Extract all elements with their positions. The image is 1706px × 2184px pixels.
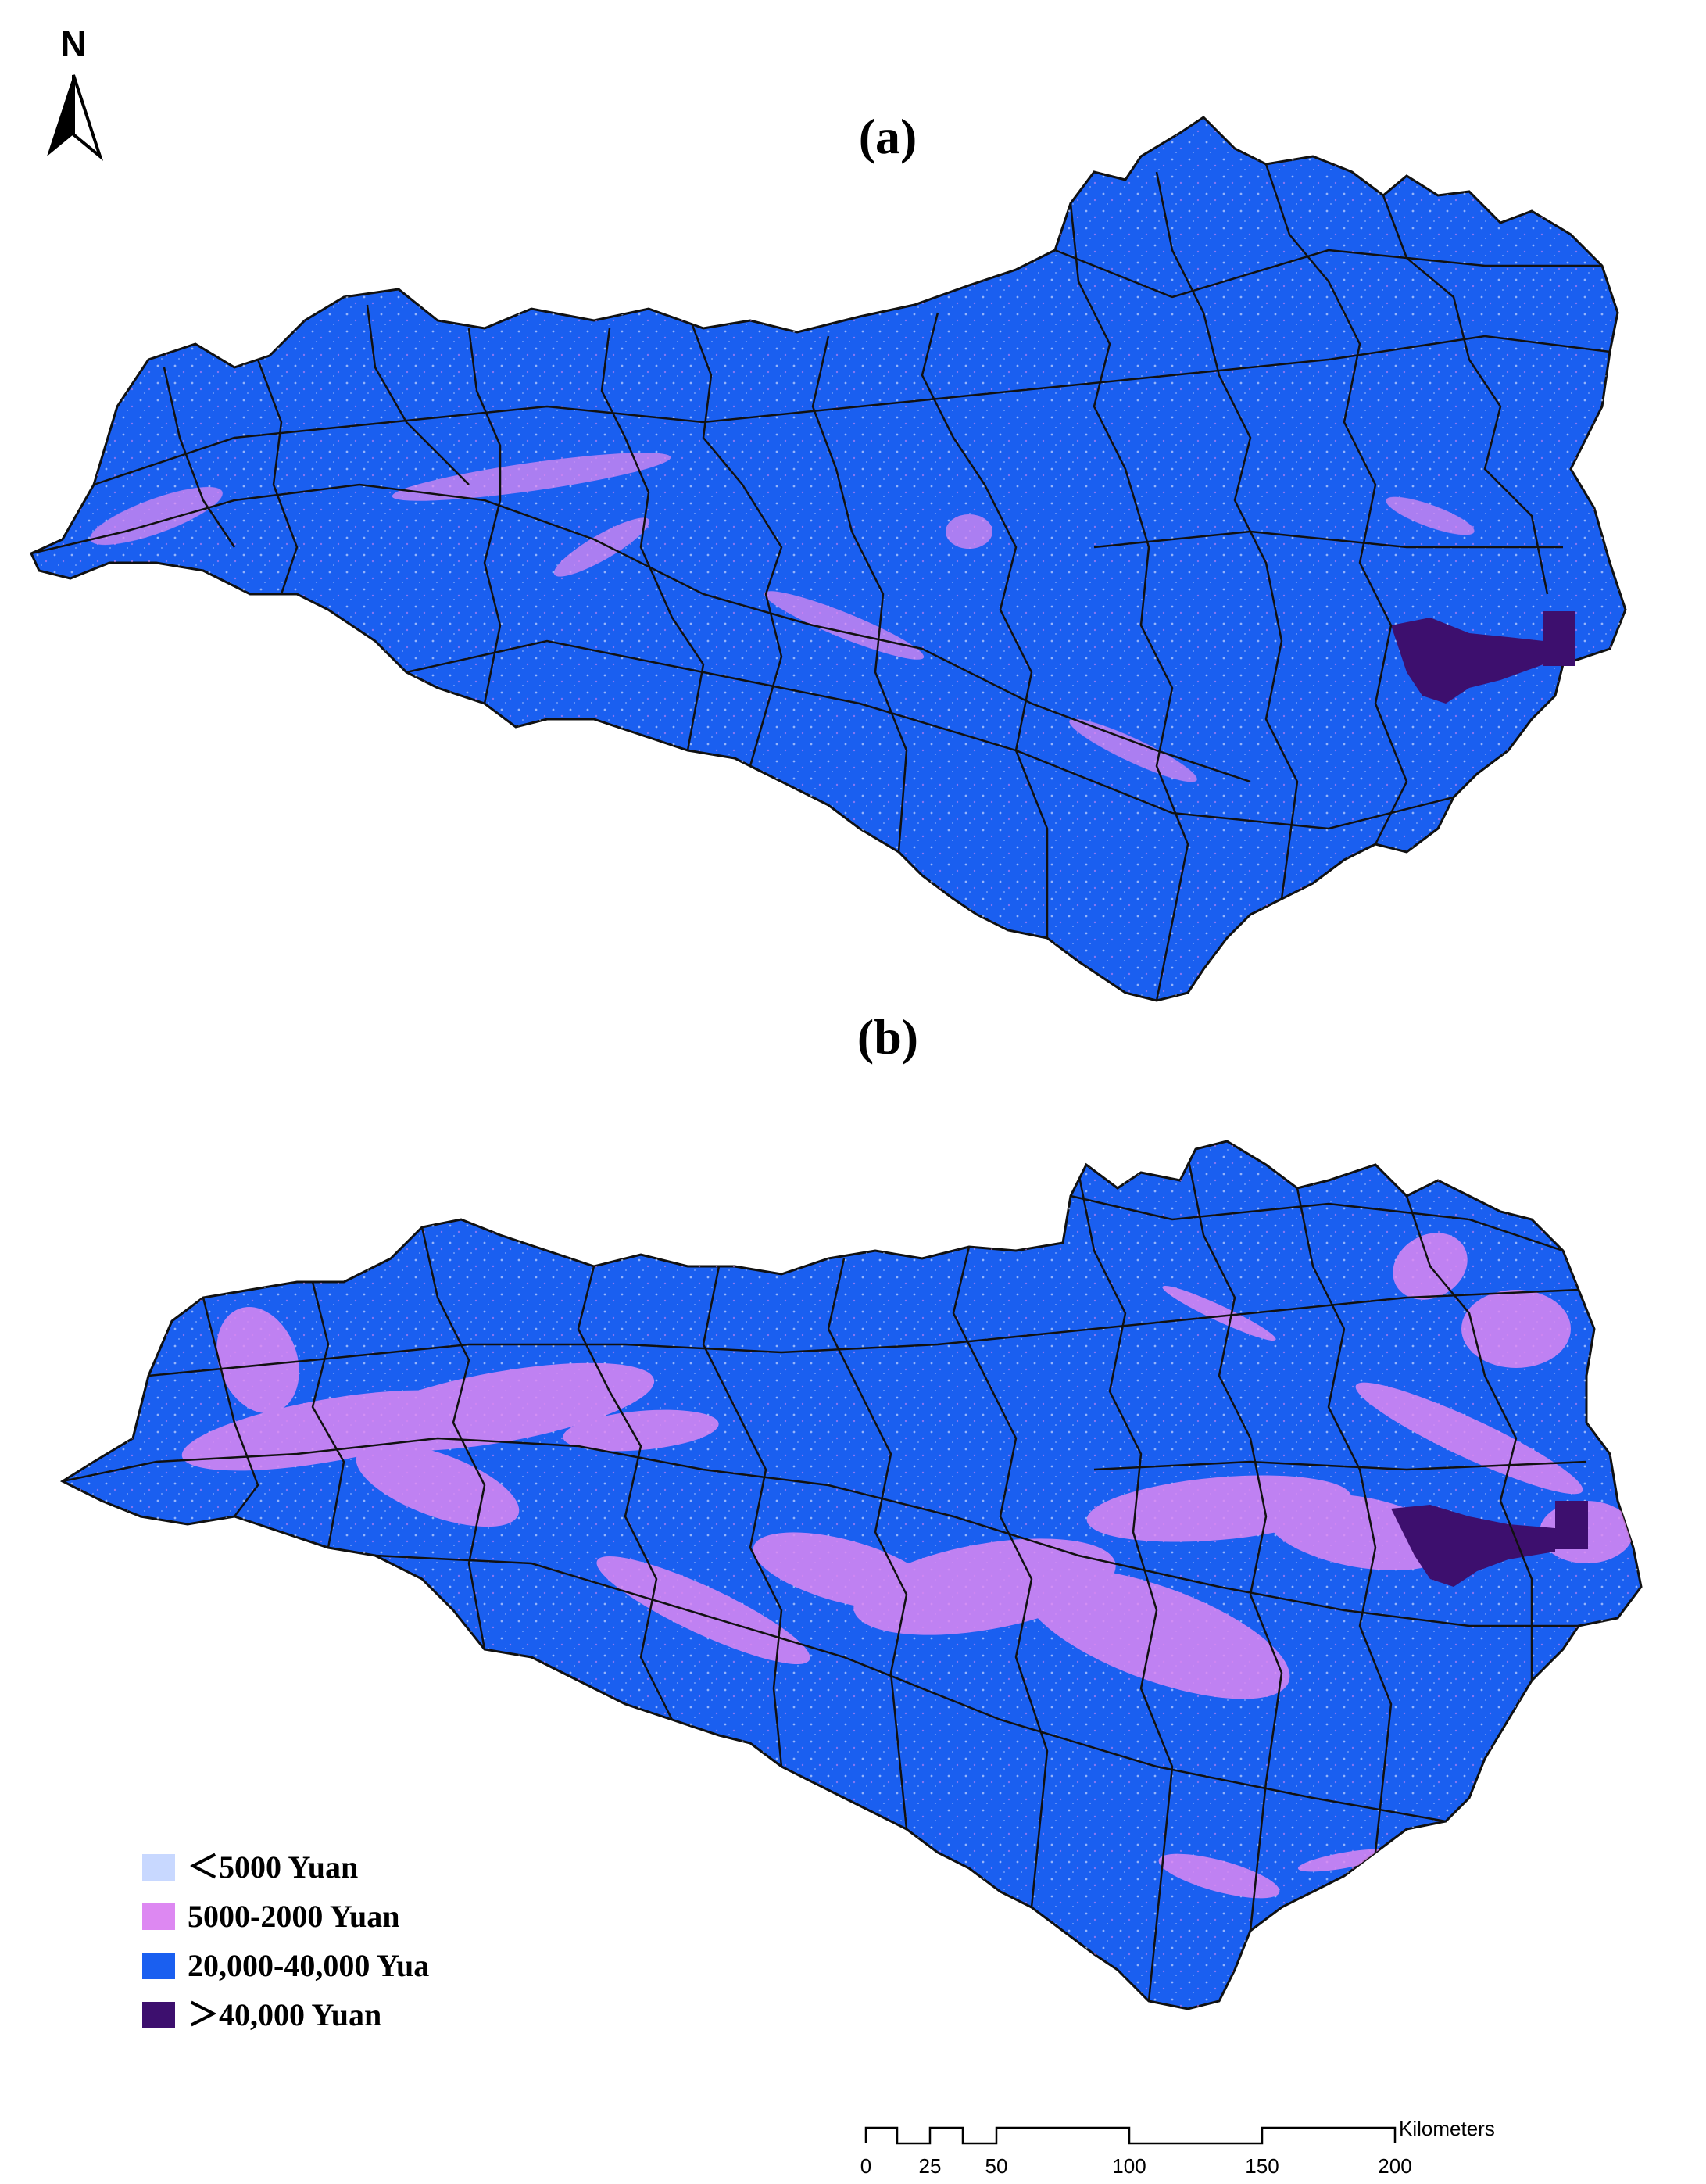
legend-swatch-0	[142, 1854, 175, 1881]
scale-tick-labels: 0 25 50 100 150 200	[860, 2154, 1412, 2178]
region-map-b	[59, 1140, 1643, 2010]
legend-label-0: ＜5000 Yuan	[188, 1849, 358, 1885]
north-letter: N	[60, 23, 86, 64]
scale-tick-5: 200	[1378, 2154, 1411, 2178]
legend: ＜5000 Yuan 5000-2000 Yuan 20,000-40,000 Yu…	[142, 1849, 429, 2032]
scale-unit: Kilometers	[1399, 2117, 1495, 2140]
legend-swatch-2	[142, 1953, 175, 1979]
region-map-a	[30, 116, 1627, 1002]
scale-tick-0: 0	[860, 2154, 871, 2178]
mid-value-zones-b	[181, 1233, 1633, 1899]
legend-swatch-3	[142, 2002, 175, 2028]
legend-label-1: 5000-2000 Yuan	[188, 1899, 400, 1934]
legend-label-2: 20,000-40,000 Yua	[188, 1948, 429, 1983]
scale-bar-line	[864, 2126, 1397, 2145]
legend-swatch-1	[142, 1903, 175, 1930]
high-value-zone-b	[1391, 1501, 1588, 1587]
high-value-zone-a	[1391, 611, 1575, 704]
low-value-speckle-a	[31, 117, 1626, 1001]
panel-label-b: (b)	[857, 1009, 918, 1065]
scale-bar: 0 25 50 100 150 200 Kilometers	[860, 2117, 1495, 2178]
scale-tick-4: 150	[1245, 2154, 1279, 2178]
north-arrow-icon	[47, 74, 104, 161]
scale-tick-1: 25	[919, 2154, 942, 2178]
district-boundaries-a	[31, 163, 1611, 1001]
mid-value-zones-a	[90, 453, 1475, 782]
district-boundaries-b	[63, 1156, 1587, 2002]
scale-tick-2: 50	[985, 2154, 1008, 2178]
legend-label-3: ＞40,000 Yuan	[188, 1997, 381, 2032]
panel-label-a: (a)	[859, 109, 917, 164]
map-panel-a: (a)	[30, 109, 1627, 1002]
scale-tick-3: 100	[1112, 2154, 1146, 2178]
north-arrow: N	[47, 23, 104, 161]
